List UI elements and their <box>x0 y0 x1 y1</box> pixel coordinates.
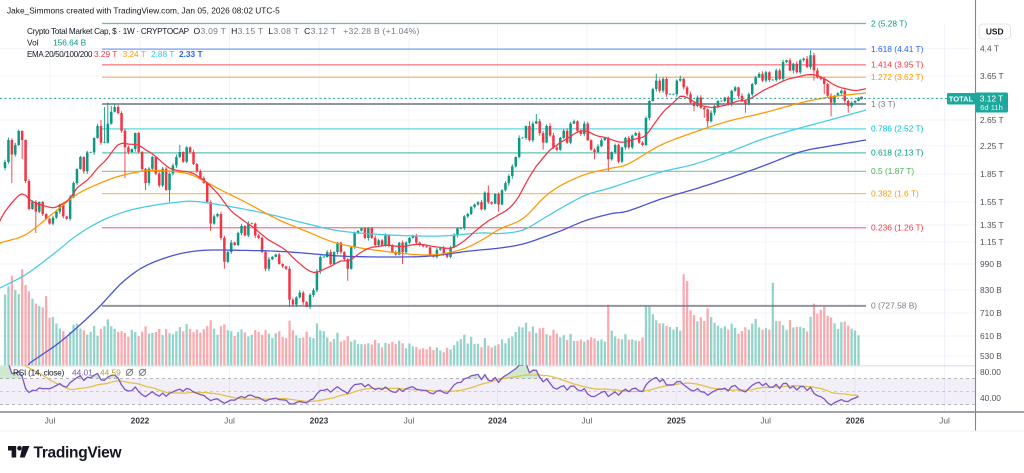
svg-text:2.65 T: 2.65 T <box>980 115 1004 125</box>
svg-text:Jul: Jul <box>939 416 950 426</box>
svg-text:530 B: 530 B <box>980 351 1002 361</box>
svg-text:EMA 20/50/100/200: EMA 20/50/100/200 <box>27 50 93 59</box>
svg-text:Jul: Jul <box>582 416 593 426</box>
svg-text:Jake_Simmons created with Trad: Jake_Simmons created with TradingView.co… <box>7 6 280 16</box>
svg-text:2024: 2024 <box>488 416 507 426</box>
svg-text:3.29 T: 3.29 T <box>94 49 117 59</box>
svg-text:3.24 T: 3.24 T <box>123 49 146 59</box>
svg-text:O3.09 TH3.15 TL3.08 TC3.12 T+3: O3.09 T H3.15 T L3.08 T C3.12 T +32.28 B (+1… <box>194 26 420 36</box>
svg-text:0 (727.58 B): 0 (727.58 B) <box>871 301 917 311</box>
svg-text:2.33 T: 2.33 T <box>179 49 203 59</box>
svg-text:1.272 (3.62 T): 1.272 (3.62 T) <box>871 72 924 82</box>
svg-text:USD: USD <box>986 27 1004 37</box>
svg-text:2023: 2023 <box>310 416 329 426</box>
svg-text:44.59: 44.59 <box>100 367 121 377</box>
svg-text:80.00: 80.00 <box>980 367 1001 377</box>
svg-text:44.01: 44.01 <box>72 367 93 377</box>
svg-text:710 B: 710 B <box>980 308 1002 318</box>
svg-text:0.618 (2.13 T): 0.618 (2.13 T) <box>871 148 924 158</box>
svg-text:2026: 2026 <box>846 416 865 426</box>
svg-text:830 B: 830 B <box>980 285 1002 295</box>
svg-text:3.12 T: 3.12 T <box>980 93 1004 103</box>
svg-text:1.414 (3.95 T): 1.414 (3.95 T) <box>871 60 924 70</box>
svg-text:990 B: 990 B <box>980 259 1002 269</box>
svg-text:Jul: Jul <box>45 416 56 426</box>
svg-text:Vol: Vol <box>27 38 39 48</box>
svg-text:TOTAL: TOTAL <box>949 95 974 104</box>
svg-text:2.25 T: 2.25 T <box>980 141 1004 151</box>
svg-text:1 (3 T): 1 (3 T) <box>871 99 896 109</box>
svg-text:TradingView: TradingView <box>34 445 123 462</box>
svg-text:Jul: Jul <box>224 416 235 426</box>
svg-text:2 (5.28 T): 2 (5.28 T) <box>871 18 907 28</box>
svg-text:4.4 T: 4.4 T <box>980 44 999 54</box>
svg-text:0.786 (2.52 T): 0.786 (2.52 T) <box>871 124 924 134</box>
svg-text:0.5 (1.87 T): 0.5 (1.87 T) <box>871 166 914 176</box>
svg-text:6d 11h: 6d 11h <box>980 103 1003 112</box>
svg-text:Jul: Jul <box>760 416 771 426</box>
svg-text:0.382 (1.6 T): 0.382 (1.6 T) <box>871 188 919 198</box>
svg-text:2022: 2022 <box>131 416 150 426</box>
svg-text:0.236 (1.26 T): 0.236 (1.26 T) <box>871 223 924 233</box>
svg-text:2.88 T: 2.88 T <box>151 49 174 59</box>
svg-text:RSI (14, close): RSI (14, close) <box>13 368 65 377</box>
svg-text:1.15 T: 1.15 T <box>980 237 1004 247</box>
svg-text:1.85 T: 1.85 T <box>980 169 1004 179</box>
svg-text:40.00: 40.00 <box>980 393 1001 403</box>
svg-text:Jul: Jul <box>404 416 415 426</box>
svg-text:3.65 T: 3.65 T <box>980 71 1004 81</box>
svg-text:Crypto Total Market Cap, $ · 1: Crypto Total Market Cap, $ · 1W · CRYPTO… <box>27 27 190 36</box>
svg-text:1.618 (4.41 T): 1.618 (4.41 T) <box>871 44 924 54</box>
svg-text:2025: 2025 <box>667 416 686 426</box>
svg-text:1.55 T: 1.55 T <box>980 197 1004 207</box>
svg-text:610 B: 610 B <box>980 331 1002 341</box>
svg-text:156.64 B: 156.64 B <box>53 38 87 48</box>
svg-text:1.35 T: 1.35 T <box>980 220 1004 230</box>
